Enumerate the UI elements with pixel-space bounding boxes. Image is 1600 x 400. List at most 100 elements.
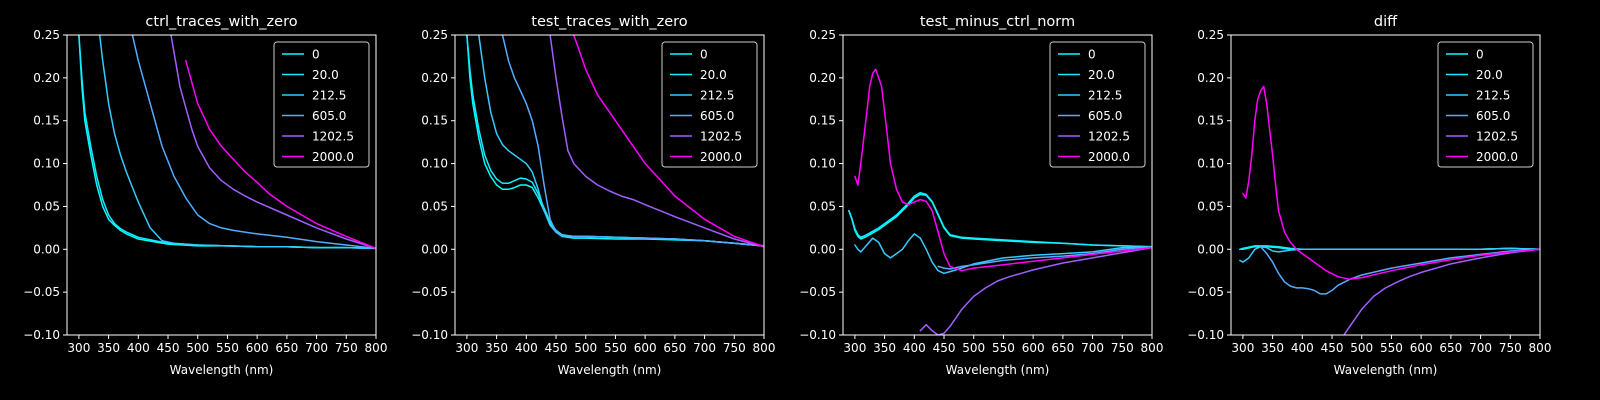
y-tick-label: −0.05	[23, 285, 60, 299]
x-tick-label: 400	[127, 341, 150, 355]
series-line-1202-5	[170, 35, 376, 250]
legend-entry: 20.0	[1476, 68, 1503, 82]
legend-entry: 0	[312, 48, 320, 62]
x-tick-label: 550	[604, 341, 627, 355]
x-tick-label: 750	[335, 341, 358, 355]
x-axis-label: Wavelength (nm)	[946, 363, 1050, 377]
x-tick-label: 500	[962, 341, 985, 355]
legend-entry: 1202.5	[1476, 130, 1518, 144]
y-tick-label: −0.05	[411, 285, 448, 299]
x-tick-label: 550	[1380, 341, 1403, 355]
y-tick-label: 0.10	[421, 157, 448, 171]
chart-panel-2: 300 350 400 450 500 550 600 650 700 750 800 −0.10 −0…	[411, 14, 775, 377]
legend-entry: 20.0	[312, 68, 339, 82]
y-tick-label: 0.20	[421, 71, 448, 85]
series-line-1202-5	[549, 35, 764, 248]
legend-box	[1437, 41, 1534, 168]
x-tick-label: 650	[663, 341, 686, 355]
series-lines	[466, 35, 764, 248]
x-tick-label: 650	[1439, 341, 1462, 355]
series-line-2000-0	[1242, 85, 1540, 281]
y-tick-label: 0.25	[421, 28, 448, 42]
legend: 0 20.0 212.5 605.0 1202.5 2000.0	[1049, 41, 1146, 168]
x-axis-label: Wavelength (nm)	[558, 363, 662, 377]
x-tick-label: 400	[515, 341, 538, 355]
x-tick-label: 300	[843, 341, 866, 355]
series-line-2000-0	[854, 68, 1152, 272]
y-tick-label: 0.15	[1197, 114, 1224, 128]
y-tick-label: 0.05	[33, 199, 60, 213]
legend: 0 20.0 212.5 605.0 1202.5 2000.0	[273, 41, 370, 168]
x-tick-label: 350	[97, 341, 120, 355]
y-tick-label: 0.00	[33, 242, 60, 256]
x-tick-label: 800	[1141, 341, 1164, 355]
legend-entry: 605.0	[312, 109, 346, 123]
x-tick-label: 700	[1081, 341, 1104, 355]
legend-entry: 2000.0	[700, 150, 742, 164]
y-tick-label: 0.20	[33, 71, 60, 85]
y-tick-label: 0.10	[33, 157, 60, 171]
x-tick-label: 550	[992, 341, 1015, 355]
x-tick-label: 800	[365, 341, 388, 355]
legend-entry: 0	[1476, 48, 1484, 62]
series-line-605-0	[937, 245, 1152, 270]
x-tick-label: 750	[1499, 341, 1522, 355]
y-tick-label: 0.15	[809, 114, 836, 128]
x-tick-label: 450	[933, 341, 956, 355]
x-tick-label: 400	[903, 341, 926, 355]
legend-entry: 605.0	[700, 109, 734, 123]
series-lines	[848, 68, 1152, 335]
series-line-212-5	[1239, 245, 1540, 263]
legend-entry: 2000.0	[1476, 150, 1518, 164]
series-line-0	[466, 35, 764, 247]
legend-entry: 605.0	[1476, 109, 1510, 123]
y-tick-label: 0.00	[421, 242, 448, 256]
axes-frame	[66, 34, 377, 336]
x-tick-label: 700	[1469, 341, 1492, 355]
x-tick-label: 300	[1231, 341, 1254, 355]
legend: 0 20.0 212.5 605.0 1202.5 2000.0	[1437, 41, 1534, 168]
series-line-2000-0	[573, 35, 764, 248]
legend-entry: 212.5	[1088, 89, 1122, 103]
y-tick-label: −0.10	[1187, 328, 1224, 342]
y-tick-label: 0.05	[1197, 199, 1224, 213]
legend-entry: 2000.0	[312, 150, 354, 164]
series-lines	[78, 35, 376, 250]
axes-frame	[842, 34, 1153, 336]
x-tick-label: 500	[574, 341, 597, 355]
x-tick-label: 600	[1022, 341, 1045, 355]
x-tick-label: 500	[1350, 341, 1373, 355]
series-line-1202-5	[1343, 248, 1540, 335]
series-lines	[1239, 85, 1540, 335]
legend-entry: 212.5	[1476, 89, 1510, 103]
legend-box	[661, 41, 758, 168]
y-tick-label: 0.15	[421, 114, 448, 128]
legend-entry: 1202.5	[1088, 130, 1130, 144]
legend-entry: 20.0	[700, 68, 727, 82]
series-line-605-0	[1259, 245, 1540, 295]
x-tick-label: 600	[634, 341, 657, 355]
chart-panel-1: 300 350 400 450 500 550 600 650 700 750 800 −0.10 −0…	[23, 14, 387, 377]
y-tick-label: 0.25	[33, 28, 60, 42]
x-tick-label: 800	[1529, 341, 1552, 355]
legend-entry: 212.5	[312, 89, 346, 103]
y-tick-label: −0.05	[799, 285, 836, 299]
x-tick-label: 500	[186, 341, 209, 355]
y-tick-label: 0.10	[1197, 157, 1224, 171]
legend-entry: 1202.5	[700, 130, 742, 144]
x-tick-label: 750	[1111, 341, 1134, 355]
y-tick-label: 0.05	[809, 199, 836, 213]
y-tick-label: −0.10	[23, 328, 60, 342]
x-axis-label: Wavelength (nm)	[170, 363, 274, 377]
x-tick-label: 300	[455, 341, 478, 355]
y-tick-label: 0.15	[33, 114, 60, 128]
y-tick-label: 0.25	[1197, 28, 1224, 42]
x-tick-label: 350	[873, 341, 896, 355]
legend: 0 20.0 212.5 605.0 1202.5 2000.0	[661, 41, 758, 168]
legend-entry: 2000.0	[1088, 150, 1130, 164]
series-line-0	[848, 193, 1152, 248]
x-tick-label: 800	[753, 341, 776, 355]
y-tick-label: −0.10	[799, 328, 836, 342]
legend-entry: 1202.5	[312, 130, 354, 144]
